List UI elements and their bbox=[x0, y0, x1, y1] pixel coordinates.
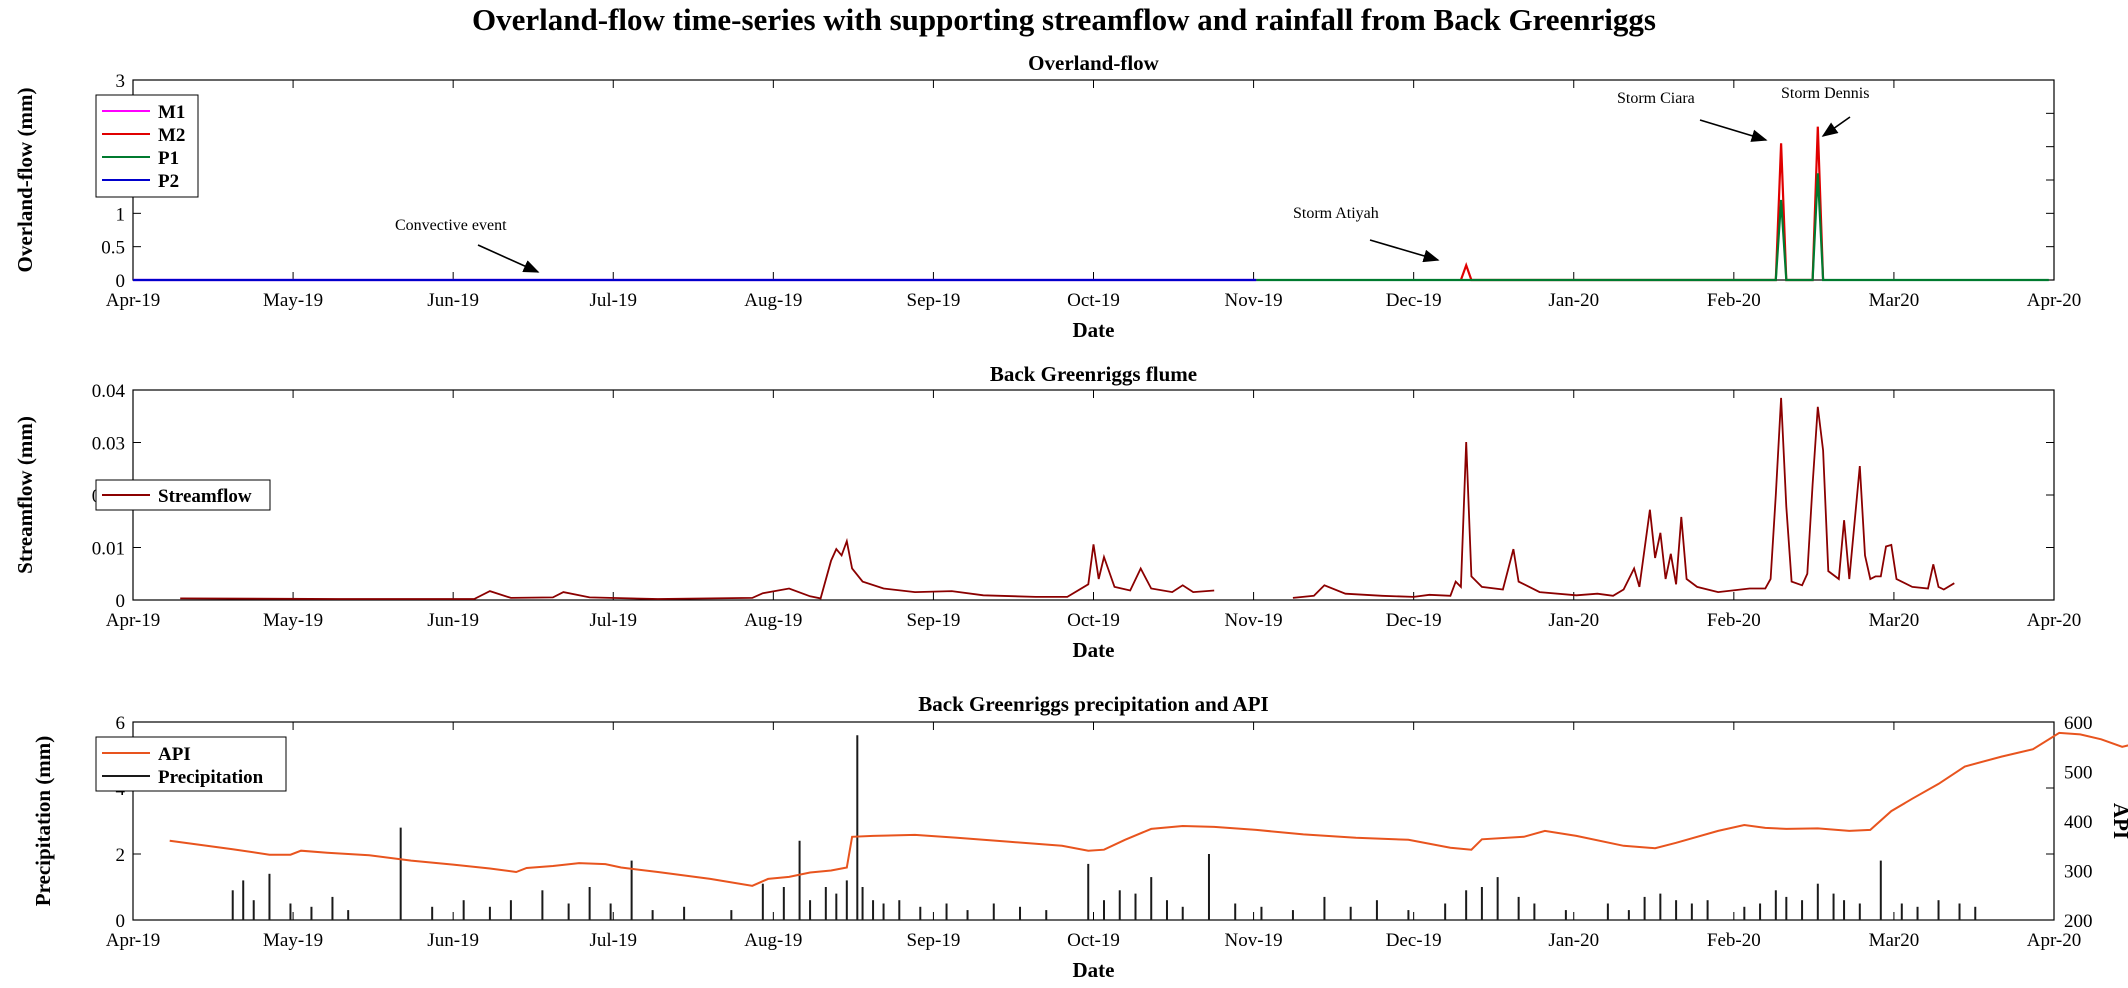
x-tick-label: Jun-19 bbox=[427, 930, 479, 951]
x-tick-label: Jan-20 bbox=[1548, 930, 1599, 951]
legend-label: M1 bbox=[158, 102, 185, 123]
legend-label: P2 bbox=[158, 171, 179, 192]
axes-box bbox=[132, 389, 2055, 601]
x-axis-label: Date bbox=[1073, 638, 1115, 662]
axes-box bbox=[132, 721, 2055, 921]
y-tick-label: 0 bbox=[116, 271, 126, 292]
y-tick-label: 3 bbox=[116, 71, 126, 92]
x-tick-label: May-19 bbox=[263, 610, 323, 631]
x-tick-label: Jul-19 bbox=[590, 930, 638, 951]
x-tick-label: Mar20 bbox=[1869, 930, 1920, 951]
legend-label: M2 bbox=[158, 125, 185, 146]
panel-title: Back Greenriggs precipitation and API bbox=[918, 692, 1268, 716]
y-right-tick-label: 200 bbox=[2064, 911, 2093, 932]
precipitation-api-panel: Back Greenriggs precipitation and API Apr… bbox=[31, 692, 2128, 982]
legend-label: API bbox=[158, 744, 191, 765]
x-tick-label: Sep-19 bbox=[907, 930, 961, 951]
x-tick-label: Sep-19 bbox=[907, 610, 961, 631]
annotation-text: Storm Atiyah bbox=[1293, 205, 1379, 222]
x-tick-label: Apr-20 bbox=[2027, 610, 2082, 631]
x-axis-label: Date bbox=[1073, 958, 1115, 982]
x-tick-label: Apr-20 bbox=[2027, 930, 2082, 951]
x-tick-label: Nov-19 bbox=[1225, 290, 1283, 311]
x-tick-label: Aug-19 bbox=[744, 290, 802, 311]
legend-label: P1 bbox=[158, 148, 179, 169]
streamflow-panel: Back Greenriggs flume Apr-19 May-19 Jun-19 J… bbox=[13, 362, 2081, 662]
series-line-p1 bbox=[1256, 173, 2049, 282]
x-tick-label: Oct-19 bbox=[1067, 930, 1120, 951]
streamflow-line bbox=[180, 537, 1215, 600]
y-tick-label: 0.03 bbox=[92, 434, 125, 455]
annotation-arrow bbox=[477, 244, 540, 273]
y-axis-label: Streamflow (mm) bbox=[13, 416, 37, 574]
annotation-text: Convective event bbox=[395, 217, 507, 234]
overland-flow-panel: Overland-flow Apr-19 May-19 Jun-19 Jul-19 Aug… bbox=[13, 51, 2081, 342]
x-tick-label: Feb-20 bbox=[1707, 290, 1761, 311]
y-tick-label: 0 bbox=[116, 911, 126, 932]
x-tick-label: Nov-19 bbox=[1225, 610, 1283, 631]
x-tick-label: May-19 bbox=[263, 930, 323, 951]
y-tick-label: 0.01 bbox=[92, 539, 125, 560]
axes-box bbox=[132, 79, 2055, 281]
x-tick-label: Nov-19 bbox=[1225, 930, 1283, 951]
x-tick-label: Sep-19 bbox=[907, 290, 961, 311]
y-tick-label: 0 bbox=[116, 591, 126, 612]
legend-label: Streamflow bbox=[158, 486, 252, 507]
y-right-tick-label: 600 bbox=[2064, 713, 2093, 734]
annotation-arrow bbox=[1369, 239, 1440, 263]
x-tick-label: Apr-19 bbox=[106, 290, 161, 311]
annotation-text: Storm Dennis bbox=[1781, 85, 1869, 102]
annotation-arrow bbox=[1699, 119, 1768, 142]
y-tick-label: 2 bbox=[116, 845, 126, 866]
streamflow-line bbox=[1292, 397, 1955, 599]
x-tick-label: Dec-19 bbox=[1386, 930, 1442, 951]
x-tick-label: May-19 bbox=[263, 290, 323, 311]
y-tick-label: 0.5 bbox=[101, 238, 125, 259]
annotation-text: Storm Ciara bbox=[1617, 90, 1695, 107]
x-tick-label: Oct-19 bbox=[1067, 290, 1120, 311]
y-right-tick-label: 400 bbox=[2064, 812, 2093, 833]
y-axis-label: Precipitation (mm) bbox=[31, 736, 55, 906]
api-line bbox=[169, 731, 2128, 887]
x-tick-label: Apr-19 bbox=[106, 930, 161, 951]
x-tick-label: Feb-20 bbox=[1707, 610, 1761, 631]
x-tick-label: Jul-19 bbox=[590, 610, 638, 631]
x-tick-label: Aug-19 bbox=[744, 610, 802, 631]
x-tick-label: Oct-19 bbox=[1067, 610, 1120, 631]
legend-box bbox=[95, 736, 287, 792]
y-right-axis-label: API bbox=[2109, 803, 2128, 839]
x-tick-label: Feb-20 bbox=[1707, 930, 1761, 951]
x-tick-label: Jun-19 bbox=[427, 610, 479, 631]
y-tick-label: 1 bbox=[116, 204, 126, 225]
x-tick-label: Jul-19 bbox=[590, 290, 638, 311]
legend-label: Precipitation bbox=[158, 767, 264, 788]
x-tick-label: Jun-19 bbox=[427, 290, 479, 311]
x-tick-label: Jan-20 bbox=[1548, 290, 1599, 311]
panel-title: Overland-flow bbox=[1028, 51, 1159, 75]
x-tick-label: Apr-20 bbox=[2027, 290, 2082, 311]
y-tick-label: 6 bbox=[116, 713, 126, 734]
y-right-tick-label: 500 bbox=[2064, 763, 2093, 784]
x-tick-label: Jan-20 bbox=[1548, 610, 1599, 631]
x-tick-label: Mar20 bbox=[1869, 610, 1920, 631]
figure-title: Overland-flow time-series with supportin… bbox=[472, 2, 1656, 37]
annotation-arrow bbox=[1821, 116, 1851, 137]
panel-title: Back Greenriggs flume bbox=[990, 362, 1197, 386]
x-tick-label: Dec-19 bbox=[1386, 610, 1442, 631]
x-axis-label: Date bbox=[1073, 318, 1115, 342]
x-tick-label: Mar20 bbox=[1869, 290, 1920, 311]
x-tick-label: Apr-19 bbox=[106, 610, 161, 631]
y-right-tick-label: 300 bbox=[2064, 862, 2093, 883]
x-tick-label: Dec-19 bbox=[1386, 290, 1442, 311]
x-tick-label: Aug-19 bbox=[744, 930, 802, 951]
y-axis-label: Overland-flow (mm) bbox=[13, 88, 37, 273]
series-line-m2 bbox=[1459, 126, 1825, 282]
y-tick-label: 0.04 bbox=[92, 381, 126, 402]
